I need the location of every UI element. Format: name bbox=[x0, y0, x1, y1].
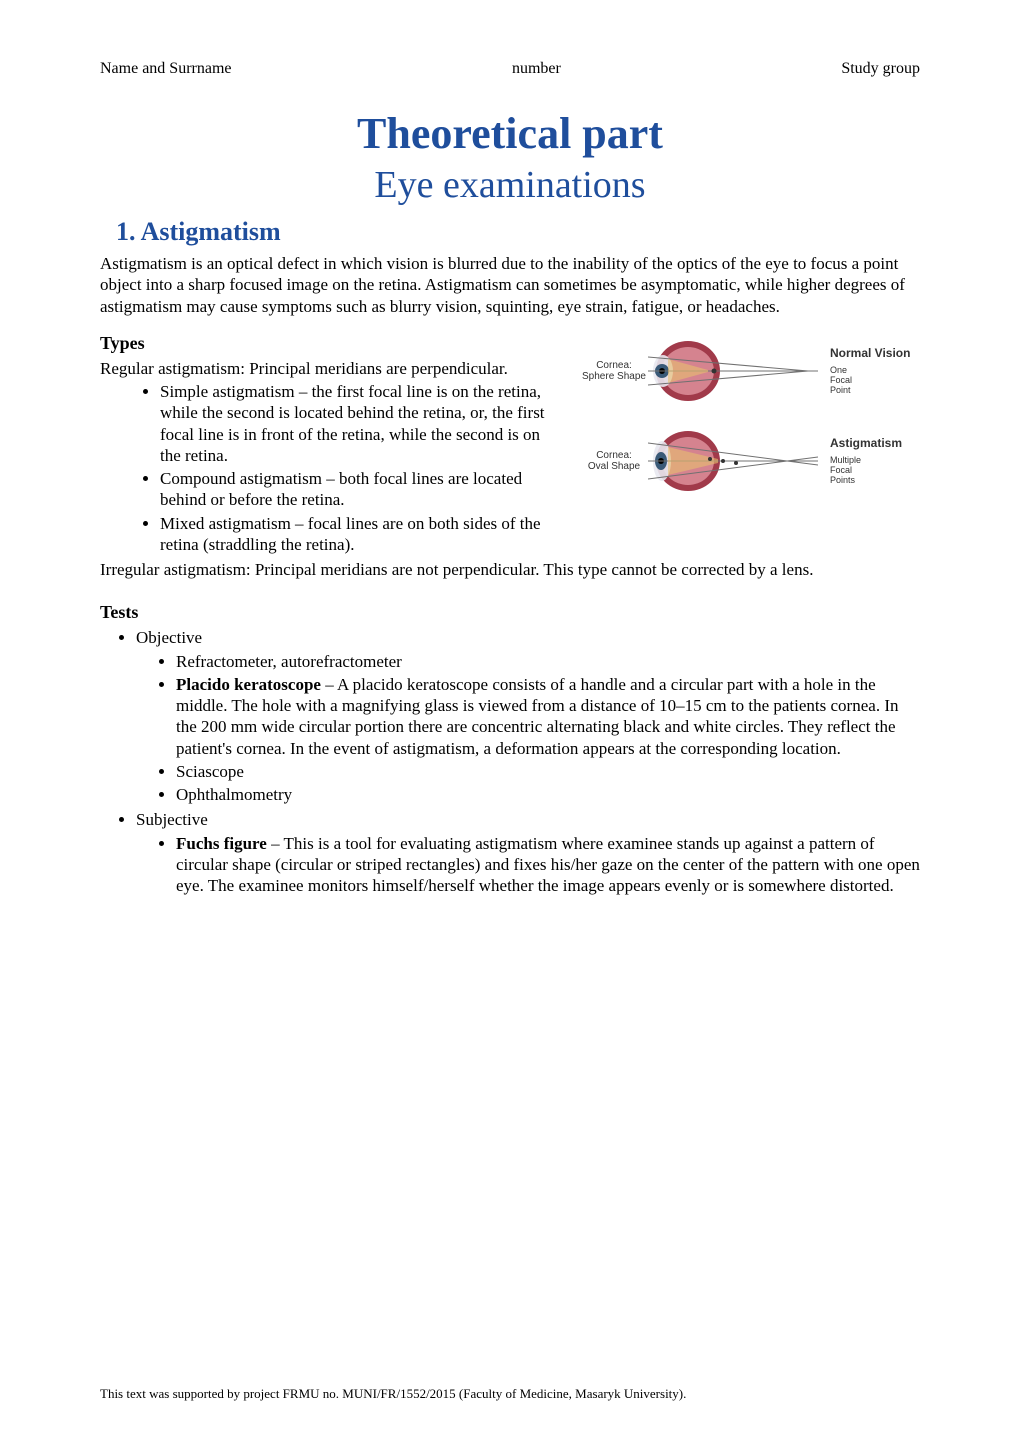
eye-astigmatism-icon bbox=[648, 421, 818, 501]
types-bullet: Mixed astigmatism – focal lines are on b… bbox=[160, 513, 920, 556]
title-main: Theoretical part bbox=[100, 108, 920, 159]
page-footer: This text was supported by project FRMU … bbox=[100, 1386, 920, 1402]
figure-astig-left-label: Cornea:Oval Shape bbox=[580, 450, 648, 472]
tests-subjective-item-rest: – This is a tool for evaluating astigmat… bbox=[176, 834, 920, 896]
tests-list: Objective Refractometer, autorefractomet… bbox=[100, 627, 920, 896]
title-sub: Eye examinations bbox=[100, 163, 920, 207]
figure-normal-title: Normal Vision bbox=[830, 346, 920, 360]
figure-astig-sub: MultipleFocalPoints bbox=[830, 456, 920, 486]
section-1-heading: 1. Astigmatism bbox=[116, 217, 920, 247]
page-header: Name and Surrname number Study group bbox=[100, 60, 920, 78]
tests-objective-item: Ophthalmometry bbox=[176, 784, 920, 805]
figure-astig-title: Astigmatism bbox=[830, 436, 920, 450]
tests-subjective-item: Fuchs figure – This is a tool for evalua… bbox=[176, 833, 920, 897]
tests-objective-item: Placido keratoscope – A placido keratosc… bbox=[176, 674, 920, 759]
section-1-intro: Astigmatism is an optical defect in whic… bbox=[100, 253, 920, 317]
bold-term: Placido keratoscope bbox=[176, 675, 321, 694]
astigmatism-figure: Cornea:Sphere Shape bbox=[580, 331, 920, 511]
figure-normal-sub: OneFocalPoint bbox=[830, 366, 920, 396]
tests-subjective-label: Subjective bbox=[136, 810, 208, 829]
tests-heading: Tests bbox=[100, 602, 920, 623]
tests-objective-item: Sciascope bbox=[176, 761, 920, 782]
header-center: number bbox=[512, 60, 561, 78]
tests-subjective: Subjective Fuchs figure – This is a tool… bbox=[136, 809, 920, 896]
tests-objective: Objective Refractometer, autorefractomet… bbox=[136, 627, 920, 805]
types-outro: Irregular astigmatism: Principal meridia… bbox=[100, 559, 920, 580]
bold-term: Fuchs figure bbox=[176, 834, 267, 853]
figure-normal-left-label: Cornea:Sphere Shape bbox=[580, 360, 648, 382]
eye-normal-icon bbox=[648, 331, 818, 411]
header-right: Study group bbox=[841, 60, 920, 78]
header-left: Name and Surrname bbox=[100, 60, 232, 78]
tests-objective-label: Objective bbox=[136, 628, 202, 647]
tests-objective-item: Refractometer, autorefractometer bbox=[176, 651, 920, 672]
